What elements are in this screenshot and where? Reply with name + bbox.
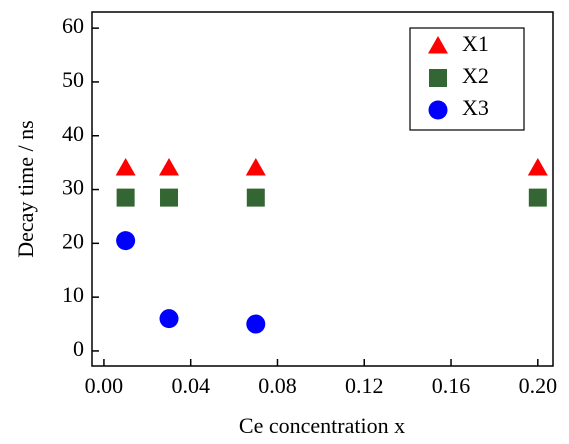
y-tick-label: 40 [62, 121, 84, 146]
y-tick-label: 50 [62, 67, 84, 92]
x-tick-label: 0.16 [432, 373, 471, 398]
x-axis-label: Ce concentration x [239, 413, 405, 438]
square-marker [429, 69, 447, 87]
legend-label: X1 [462, 31, 489, 56]
square-marker [246, 188, 265, 207]
y-tick-label: 10 [62, 282, 84, 307]
square-marker [160, 188, 179, 207]
circle-marker [159, 309, 179, 329]
circle-marker [116, 231, 136, 251]
x-tick-label: 0.00 [85, 373, 124, 398]
y-axis-label: Decay time / ns [13, 120, 38, 257]
y-tick-label: 60 [62, 13, 84, 38]
legend-label: X3 [462, 95, 489, 120]
y-tick-label: 0 [73, 336, 84, 361]
x-tick-label: 0.08 [258, 373, 297, 398]
triangle-marker [115, 158, 136, 176]
x-tick-label: 0.12 [345, 373, 384, 398]
triangle-marker [527, 158, 548, 176]
legend-box [409, 27, 525, 131]
x-tick-label: 0.04 [171, 373, 210, 398]
square-marker [528, 188, 547, 207]
y-tick-label: 30 [62, 175, 84, 200]
x-tick-label: 0.20 [519, 373, 558, 398]
triangle-marker [428, 36, 448, 54]
circle-marker [428, 100, 448, 120]
square-marker [116, 188, 135, 207]
circle-marker [246, 314, 266, 334]
triangle-marker [245, 158, 266, 176]
y-tick-label: 20 [62, 228, 84, 253]
triangle-marker [159, 158, 180, 176]
legend-label: X2 [462, 63, 489, 88]
